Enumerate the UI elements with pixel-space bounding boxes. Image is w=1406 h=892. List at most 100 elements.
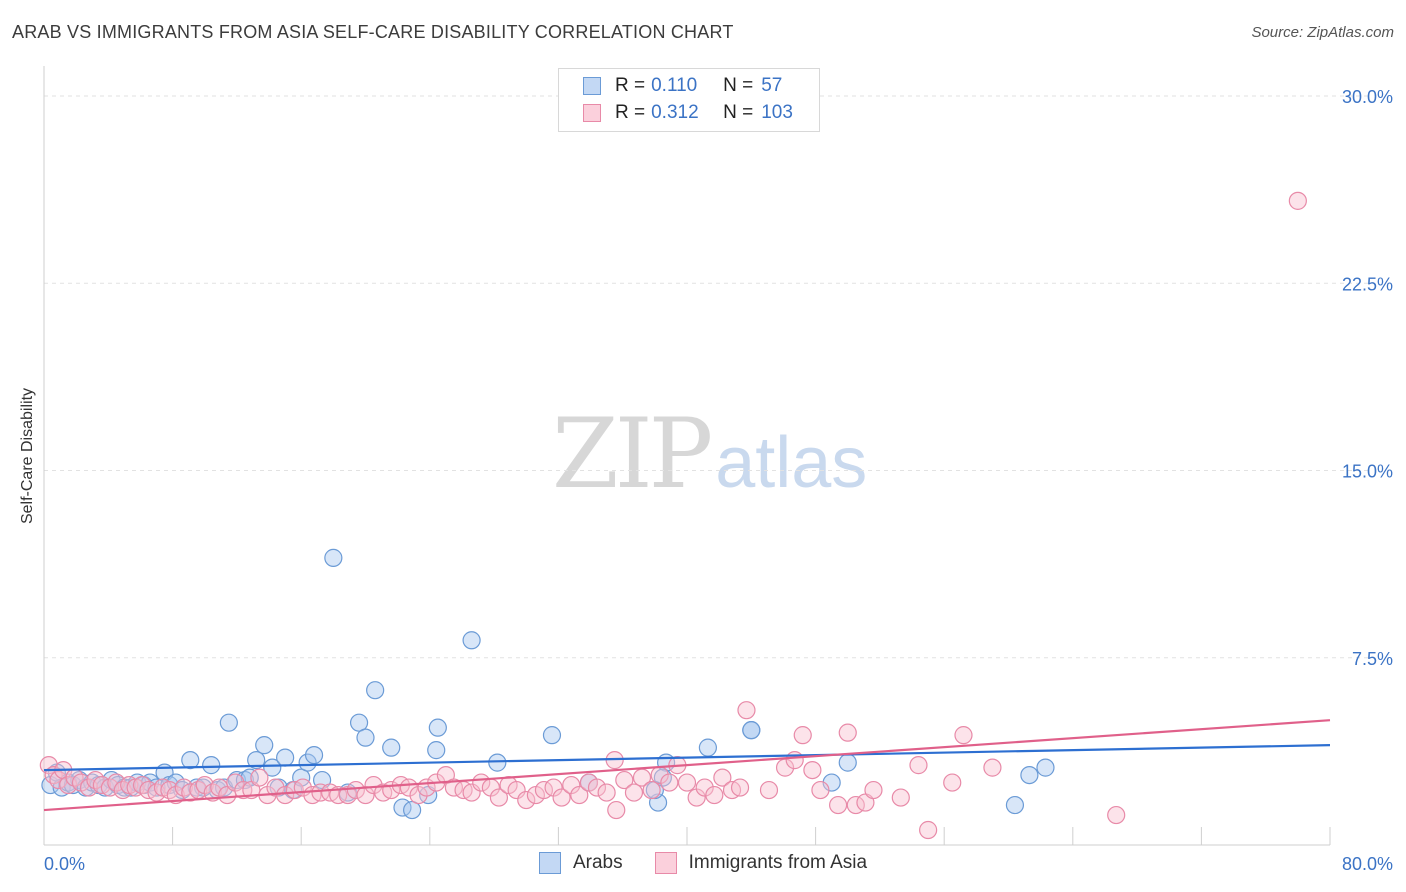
arabs-point xyxy=(181,751,200,770)
asia-point xyxy=(570,785,589,805)
arabs-point xyxy=(427,741,446,760)
legend-n-value: 103 xyxy=(761,102,793,123)
asia-point xyxy=(838,723,857,742)
arabs-point xyxy=(304,746,324,765)
x-tick-label: 80.0% xyxy=(1342,854,1393,874)
asia-point xyxy=(642,780,661,800)
asia-point xyxy=(517,790,536,810)
legend-row-asia: R = 0.312 N = 103 xyxy=(583,101,793,125)
asia-point xyxy=(677,773,697,792)
asia-point xyxy=(276,785,295,805)
asia-point xyxy=(811,780,830,800)
y-tick-label: 22.5% xyxy=(1342,274,1393,294)
y-axis-label: Self-Care Disability xyxy=(19,387,36,525)
asia-point xyxy=(954,726,973,745)
asia-point xyxy=(660,773,679,792)
arabs-point xyxy=(263,758,282,777)
legend-item-asia[interactable]: Immigrants from Asia xyxy=(654,852,868,874)
arabs-point xyxy=(255,736,274,755)
legend-r-value: 0.312 xyxy=(651,102,699,123)
asia-point xyxy=(552,788,571,807)
asia-point xyxy=(507,780,526,800)
x-tick-label: 0.0% xyxy=(44,854,85,874)
asia-point xyxy=(1107,805,1126,825)
arabs-point xyxy=(366,681,385,700)
watermark-zip: ZIP xyxy=(552,398,713,510)
legend-n-label: N = xyxy=(723,75,754,96)
asia-point xyxy=(695,778,714,797)
asia-point xyxy=(943,773,962,792)
arabs-point xyxy=(324,548,343,567)
y-tick-label: 15.0% xyxy=(1342,462,1393,482)
asia-point xyxy=(346,780,365,800)
legend-n-label: N = xyxy=(723,102,754,123)
y-tick-label: 30.0% xyxy=(1342,87,1393,107)
legend-row-arabs: R = 0.110 N = 57 xyxy=(583,74,782,98)
arabs-point xyxy=(298,753,317,772)
asia-point xyxy=(759,780,779,800)
arabs-point xyxy=(219,713,238,732)
arabs-point xyxy=(742,721,761,740)
source-label[interactable]: Source: ZipAtlas.com xyxy=(1251,24,1394,41)
legend-label-arabs: Arabs xyxy=(572,852,623,873)
watermark-atlas: atlas xyxy=(715,423,868,503)
arabs-point xyxy=(542,726,562,745)
legend-r-label: R = xyxy=(615,102,646,123)
asia-point xyxy=(891,788,910,807)
legend-swatch-asia xyxy=(654,852,677,874)
arabs-point xyxy=(462,631,481,650)
asia-point xyxy=(785,751,804,770)
arabs-point xyxy=(276,748,295,767)
arabs-point xyxy=(356,728,375,747)
series-legend: Arabs Immigrants from Asia xyxy=(0,852,1406,874)
arabs-point xyxy=(428,718,447,737)
arabs-trend-line xyxy=(43,744,1331,772)
arabs-point xyxy=(1036,758,1055,777)
arabs-point xyxy=(403,800,422,820)
legend-swatch-asia xyxy=(583,104,601,122)
asia-trend-line xyxy=(43,719,1331,812)
asia-point xyxy=(864,780,883,800)
arabs-point xyxy=(1005,795,1025,815)
legend-item-arabs[interactable]: Arabs xyxy=(538,852,623,874)
legend-r-value: 0.110 xyxy=(651,75,698,96)
asia-point xyxy=(250,768,269,787)
asia-point xyxy=(462,783,481,802)
arabs-point xyxy=(382,738,401,757)
asia-point xyxy=(624,783,644,802)
arabs-point xyxy=(349,713,369,732)
asia-point xyxy=(705,785,724,805)
asia-point xyxy=(587,778,607,797)
asia-point xyxy=(615,770,634,790)
asia-point xyxy=(311,783,330,802)
arabs-point xyxy=(838,753,857,772)
asia-point xyxy=(489,788,509,807)
legend-n-value: 57 xyxy=(761,75,783,96)
asia-point xyxy=(829,795,848,815)
arabs-point xyxy=(488,753,507,772)
asia-point xyxy=(983,758,1002,777)
arabs-point xyxy=(698,738,717,757)
asia-point xyxy=(803,760,822,780)
legend-r-label: R = xyxy=(615,75,646,96)
watermark: ZIPatlas xyxy=(552,398,867,510)
asia-point xyxy=(793,726,812,745)
asia-point xyxy=(364,775,383,795)
arabs-point xyxy=(247,751,266,770)
y-tick-label: 7.5% xyxy=(1352,649,1393,669)
stats-legend: R = 0.110 N = 57 R = 0.312 N = 103 xyxy=(558,68,820,132)
asia-point xyxy=(266,778,285,797)
asia-point xyxy=(919,820,938,840)
asia-point xyxy=(1288,191,1307,210)
legend-swatch-arabs xyxy=(538,852,561,874)
legend-label-asia: Immigrants from Asia xyxy=(688,852,868,873)
chart-title: ARAB VS IMMIGRANTS FROM ASIA SELF-CARE D… xyxy=(12,22,734,42)
asia-point xyxy=(597,783,616,802)
asia-point xyxy=(607,800,626,820)
arabs-point xyxy=(202,756,221,775)
asia-point xyxy=(730,778,750,797)
arabs-point xyxy=(1020,765,1039,785)
asia-point xyxy=(737,701,756,720)
legend-swatch-arabs xyxy=(583,77,601,95)
